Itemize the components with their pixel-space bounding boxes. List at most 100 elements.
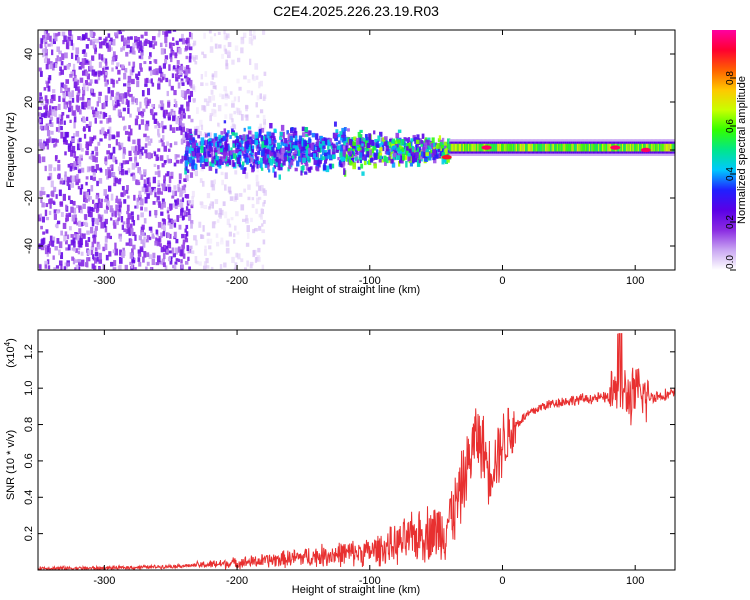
spectrogram-cell — [39, 213, 42, 218]
spectrogram-cell — [48, 105, 52, 111]
spectrogram-cell — [272, 136, 276, 141]
spectrogram-cell — [174, 190, 178, 197]
spectrogram-cell — [211, 95, 216, 101]
spectrogram-cell — [54, 138, 58, 142]
spectrogram-cell — [237, 136, 241, 140]
spectrogram-cell — [99, 202, 103, 209]
spectrogram-cell — [154, 171, 158, 175]
spectrogram-band-cell — [578, 143, 581, 152]
spectrogram-cell — [425, 148, 429, 153]
spectrogram-cell — [323, 152, 328, 157]
spectrogram-cell — [309, 152, 313, 157]
spectrogram-cell — [180, 159, 183, 164]
spectrogram-cell — [300, 138, 305, 142]
spectrogram-cell — [255, 190, 259, 197]
spectrogram-cell — [181, 33, 184, 39]
spectrogram-cell — [341, 161, 345, 168]
spectrogram-cell — [412, 134, 416, 139]
spectrogram-cell — [121, 98, 125, 105]
spectrogram-cell — [156, 121, 159, 126]
spectrogram-peak — [481, 145, 492, 150]
spectrogram-cell — [314, 133, 319, 140]
spectrogram-cell — [180, 90, 185, 97]
spectrogram-cell — [97, 244, 101, 250]
spectrogram-cell — [165, 109, 168, 114]
spectrogram-band-cell — [535, 143, 538, 152]
spectrogram-cell — [63, 174, 67, 181]
spectrogram-cell — [182, 242, 186, 249]
spectrogram-cell — [366, 136, 370, 143]
spectrogram-cell — [172, 30, 177, 32]
spectrogram-cell — [121, 64, 125, 69]
spectrogram-cell — [140, 111, 145, 117]
spectrogram-cell — [104, 198, 108, 203]
spectrogram-cell — [60, 120, 63, 125]
spectrogram-cell — [391, 142, 395, 148]
spectrogram-cell — [363, 159, 367, 166]
spectrogram-cell — [104, 133, 107, 139]
spectrogram-cell — [58, 114, 62, 120]
spectrogram-cell — [68, 107, 71, 113]
spectrogram-cell — [60, 252, 64, 260]
spectrogram-cell — [167, 240, 171, 245]
spectrogram-cell — [285, 140, 290, 146]
spectrogram-cell — [223, 44, 226, 52]
spectrogram-cell — [219, 215, 222, 219]
spectrogram-cell — [91, 199, 95, 204]
spectrogram-cell — [76, 57, 80, 64]
spectrogram-cell — [84, 198, 88, 203]
y-tick-label: 0 — [23, 147, 35, 153]
spectrogram-cell — [234, 262, 238, 268]
spectrogram-cell — [130, 267, 134, 270]
spectrogram-cell — [107, 166, 110, 172]
spectrogram-cell — [127, 195, 130, 199]
spectrogram-cell — [135, 99, 138, 106]
spectrogram-cell — [340, 156, 345, 162]
x-tick-label: -100 — [359, 275, 381, 287]
spectrogram-cell — [361, 154, 366, 160]
spectrogram-cell — [106, 118, 110, 124]
spectrogram-cell — [208, 206, 211, 210]
spectrogram-cell — [106, 232, 111, 239]
spectrogram-cell — [89, 30, 94, 38]
spectrogram-cell — [331, 148, 335, 155]
spectrogram-band-cell — [648, 143, 651, 152]
spectrogram-cell — [207, 151, 211, 157]
spectrogram-cell — [409, 142, 413, 150]
spectrogram-cell — [140, 67, 143, 72]
spectrogram-cell — [137, 71, 141, 76]
spectrogram-cell — [222, 156, 226, 162]
spectrogram-cell — [205, 82, 209, 86]
spectrogram-cell — [167, 148, 171, 152]
spectrogram-cell — [78, 220, 82, 227]
spectrogram-band-cell — [559, 143, 562, 152]
spectrogram-cell — [147, 177, 151, 183]
spectrogram-cell — [48, 172, 53, 180]
spectrogram-cell — [188, 31, 192, 38]
spectrogram-cell — [79, 237, 82, 245]
x-tick-label: -200 — [226, 575, 248, 587]
spectrogram-cell — [298, 138, 302, 144]
spectrogram-cell — [263, 119, 267, 126]
spectrogram-cell — [136, 181, 141, 186]
spectrogram-cell — [267, 164, 270, 170]
spectrogram-cell — [218, 139, 223, 143]
spectrogram-cell — [92, 171, 96, 176]
spectrogram-cell — [153, 163, 157, 168]
spectrogram-cell — [87, 206, 91, 214]
spectrogram-band-cell — [534, 143, 537, 152]
spectrogram-cell — [203, 54, 207, 59]
spectrogram-cell — [160, 138, 164, 143]
spectrogram-cell — [69, 179, 73, 183]
spectrogram-cell — [254, 227, 258, 232]
spectrogram-cell — [193, 235, 197, 241]
spectrogram-cell — [446, 144, 449, 150]
spectrogram-cell — [259, 80, 263, 87]
spectrogram-cell — [79, 243, 83, 248]
spectrogram-cell — [252, 228, 256, 234]
spectrogram-cell — [182, 239, 186, 245]
spectrogram-band-cell — [556, 143, 559, 152]
spectrogram-cell — [126, 44, 130, 49]
